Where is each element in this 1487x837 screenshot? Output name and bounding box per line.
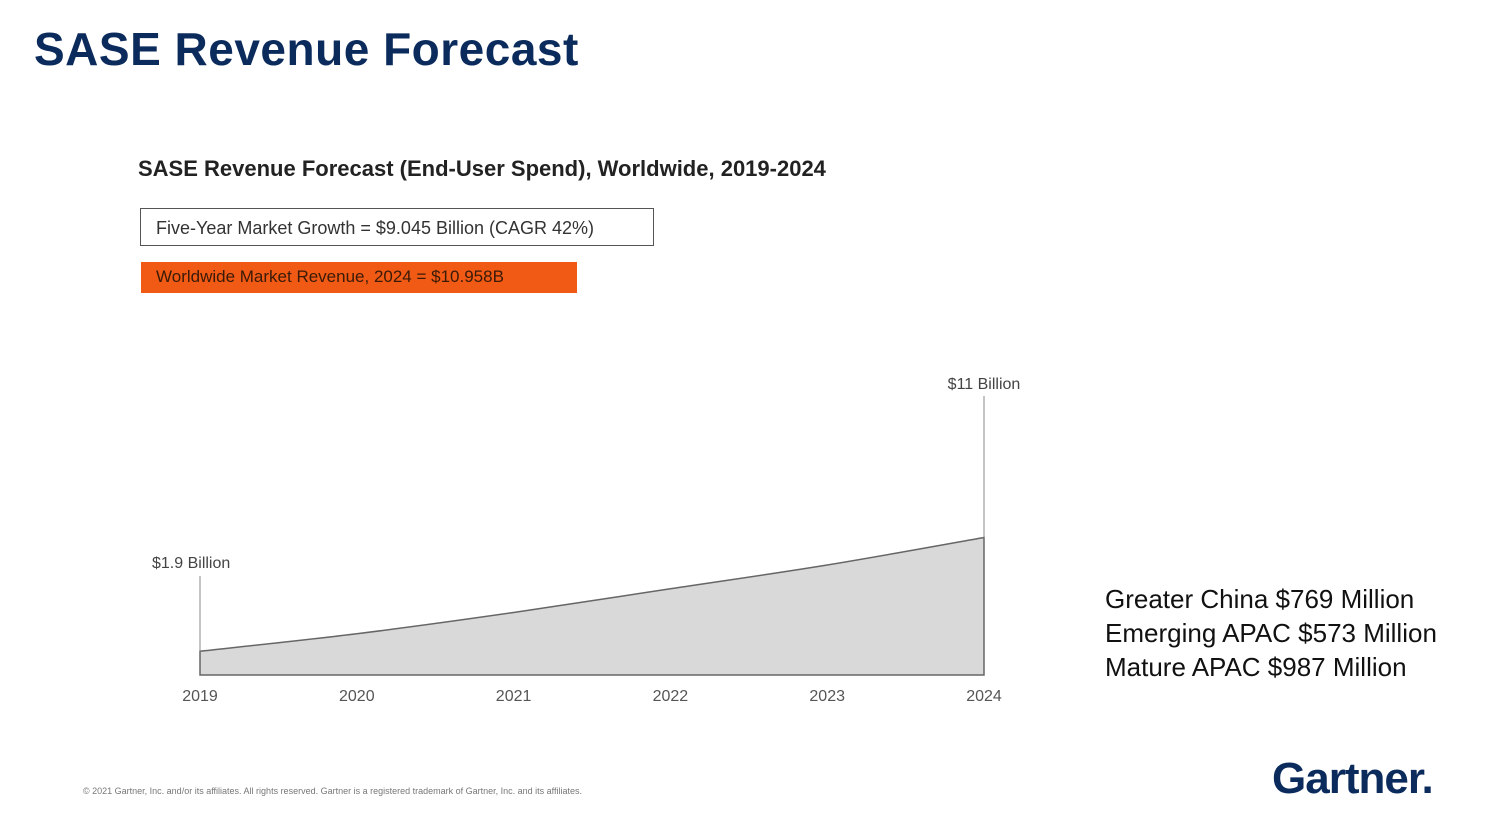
page-title: SASE Revenue Forecast — [34, 23, 579, 75]
growth-callout: Five-Year Market Growth = $9.045 Billion… — [140, 208, 654, 246]
x-tick-label-2019: 2019 — [182, 688, 218, 705]
x-tick-label-2022: 2022 — [653, 688, 689, 705]
x-tick-label-2021: 2021 — [496, 688, 532, 705]
region-greater-china: Greater China $769 Million — [1105, 584, 1415, 614]
data-label-2024: $11 Billion — [948, 376, 1021, 393]
data-label-2019: $1.9 Billion — [152, 555, 230, 572]
x-tick-label-2023: 2023 — [809, 688, 845, 705]
gartner-logo: Gartner. — [1272, 754, 1434, 803]
region-emerging-apac: Emerging APAC $573 Million — [1105, 618, 1437, 648]
copyright-footer: © 2021 Gartner, Inc. and/or its affiliat… — [83, 786, 583, 796]
regional-breakdown: Greater China $769 Million Emerging APAC… — [1105, 582, 1437, 684]
revenue-area — [199, 536, 985, 676]
chart-title: SASE Revenue Forecast (End-User Spend), … — [138, 156, 826, 181]
region-mature-apac: Mature APAC $987 Million — [1105, 652, 1407, 682]
x-tick-label-2020: 2020 — [339, 688, 375, 705]
revenue-callout: Worldwide Market Revenue, 2024 = $10.958… — [141, 262, 577, 293]
x-tick-label-2024: 2024 — [966, 688, 1002, 705]
